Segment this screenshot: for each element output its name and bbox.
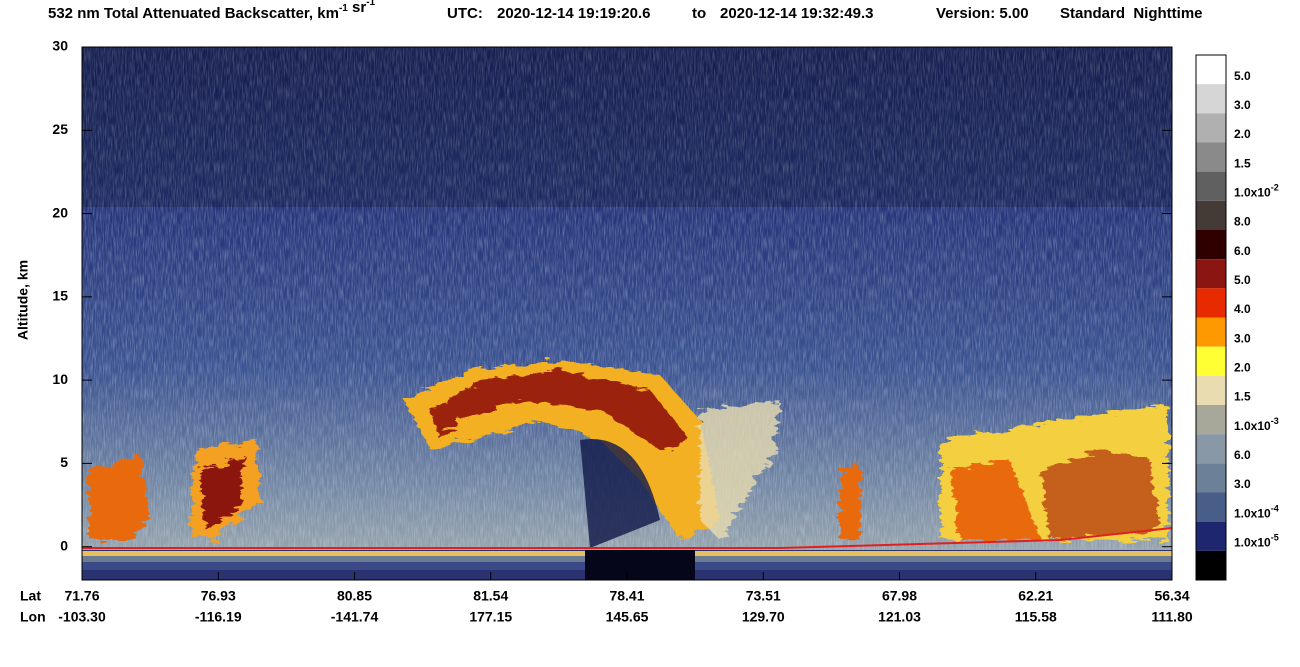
- lon-tick-label: 145.65: [606, 609, 649, 625]
- lat-label: Lat: [20, 588, 41, 604]
- colorbar-label-text: 1.5: [1234, 157, 1251, 171]
- y-tick-label: 20: [52, 204, 68, 220]
- lat-tick-label: 67.98: [882, 588, 917, 604]
- colorbar-cell: [1196, 550, 1226, 580]
- colorbar-label: 1.0x10-5: [1234, 533, 1279, 550]
- lat-tick-label: 71.76: [64, 588, 99, 604]
- colorbar-label: 1.0x10-3: [1234, 416, 1279, 433]
- chart-title: 532 nm Total Attenuated Backscatter, km-…: [48, 0, 376, 22]
- y-tick-label: 15: [52, 288, 68, 304]
- colorbar-label-text: 1.0x10: [1234, 186, 1271, 200]
- y-axis-label: Altitude, km: [15, 260, 31, 340]
- lat-tick-label: 56.34: [1154, 588, 1189, 604]
- colorbar-label: 6.0: [1234, 448, 1251, 462]
- colorbar-label-text: 2.0: [1234, 127, 1251, 141]
- lon-tick-label: -141.74: [331, 609, 379, 625]
- colorbar-label-sup: -5: [1271, 533, 1279, 543]
- colorbar-label-text: 6.0: [1234, 448, 1251, 462]
- lat-tick-label: 78.41: [609, 588, 644, 604]
- colorbar-label: 1.0x10-4: [1234, 504, 1279, 521]
- colorbar-label-sup: -2: [1271, 183, 1279, 193]
- lat-tick-label: 80.85: [337, 588, 372, 604]
- title-text: sr: [348, 0, 367, 16]
- colorbar-label: 5.0: [1234, 69, 1251, 83]
- colorbar-cell: [1196, 84, 1226, 114]
- colorbar-cell: [1196, 521, 1226, 551]
- lat-tick-label: 76.93: [201, 588, 236, 604]
- y-tick-label: 10: [52, 371, 68, 387]
- y-tick-label: 5: [60, 454, 68, 470]
- colorbar-label-text: 5.0: [1234, 69, 1251, 83]
- colorbar-label: 8.0: [1234, 215, 1251, 229]
- colorbar-label: 5.0: [1234, 273, 1251, 287]
- colorbar-cell: [1196, 113, 1226, 143]
- colorbar-cell: [1196, 434, 1226, 464]
- colorbar-label-sup: -3: [1271, 416, 1279, 426]
- y-tick-label: 0: [60, 537, 68, 553]
- mode: Standard Nighttime: [1060, 5, 1203, 22]
- colorbar-label-sup: -4: [1271, 504, 1279, 514]
- colorbar-cell: [1196, 200, 1226, 230]
- colorbar-label: 3.0: [1234, 332, 1251, 346]
- colorbar-label: 1.5: [1234, 157, 1251, 171]
- y-tick-label: 25: [52, 121, 68, 137]
- colorbar-label: 4.0: [1234, 302, 1251, 316]
- colorbar-cell: [1196, 346, 1226, 376]
- colorbar-cell: [1196, 375, 1226, 405]
- lat-tick-label: 73.51: [746, 588, 781, 604]
- colorbar-label: 1.0x10-2: [1234, 183, 1279, 200]
- colorbar-label-text: 4.0: [1234, 302, 1251, 316]
- colorbar-cell: [1196, 259, 1226, 289]
- colorbar-label-text: 2.0: [1234, 361, 1251, 375]
- colorbar-label-text: 1.0x10: [1234, 507, 1271, 521]
- colorbar-cell: [1196, 171, 1226, 201]
- colorbar-label-text: 3.0: [1234, 477, 1251, 491]
- colorbar-label-text: 1.0x10: [1234, 419, 1271, 433]
- colorbar-label-text: 1.0x10: [1234, 536, 1271, 550]
- colorbar-label: 1.5: [1234, 390, 1251, 404]
- title-text: 532 nm Total Attenuated Backscatter, km: [48, 5, 339, 22]
- colorbar-cell: [1196, 55, 1226, 85]
- colorbar-label: 3.0: [1234, 98, 1251, 112]
- lon-tick-label: -116.19: [195, 609, 242, 625]
- colorbar-cell: [1196, 405, 1226, 435]
- colorbar-cell: [1196, 142, 1226, 172]
- colorbar-cell: [1196, 492, 1226, 522]
- colorbar-label: 2.0: [1234, 127, 1251, 141]
- colorbar-label-text: 8.0: [1234, 215, 1251, 229]
- colorbar-cell: [1196, 288, 1226, 318]
- lon-tick-label: 177.15: [469, 609, 512, 625]
- colorbar-label-text: 3.0: [1234, 98, 1251, 112]
- colorbar-cell: [1196, 463, 1226, 493]
- backscatter-image: [82, 47, 1172, 580]
- utc-label: UTC:: [447, 5, 483, 22]
- lon-tick-label: 129.70: [742, 609, 785, 625]
- lon-tick-label: -103.30: [58, 609, 106, 625]
- y-tick-label: 30: [52, 38, 68, 54]
- lon-label: Lon: [20, 609, 46, 625]
- end-time: 2020-12-14 19:32:49.3: [720, 5, 873, 22]
- colorbar-label: 3.0: [1234, 477, 1251, 491]
- colorbar-frame: [1195, 54, 1227, 581]
- lon-tick-label: 115.58: [1015, 609, 1057, 625]
- colorbar-label-text: 3.0: [1234, 332, 1251, 346]
- colorbar-label-text: 1.5: [1234, 390, 1251, 404]
- colorbar-label: 2.0: [1234, 361, 1251, 375]
- version: Version: 5.00: [936, 5, 1029, 22]
- title-superscript: -1: [366, 0, 375, 8]
- lat-tick-label: 62.21: [1018, 588, 1053, 604]
- start-time: 2020-12-14 19:19:20.6: [497, 5, 650, 22]
- colorbar-cell: [1196, 317, 1226, 347]
- title-superscript: -1: [339, 3, 348, 14]
- to-label: to: [692, 5, 706, 22]
- lon-tick-label: 121.03: [878, 609, 921, 625]
- colorbar-label: 6.0: [1234, 244, 1251, 258]
- colorbar-label-text: 5.0: [1234, 273, 1251, 287]
- lat-tick-label: 81.54: [473, 588, 508, 604]
- colorbar-cell: [1196, 230, 1226, 260]
- colorbar-label-text: 6.0: [1234, 244, 1251, 258]
- lon-tick-label: 111.80: [1151, 609, 1192, 625]
